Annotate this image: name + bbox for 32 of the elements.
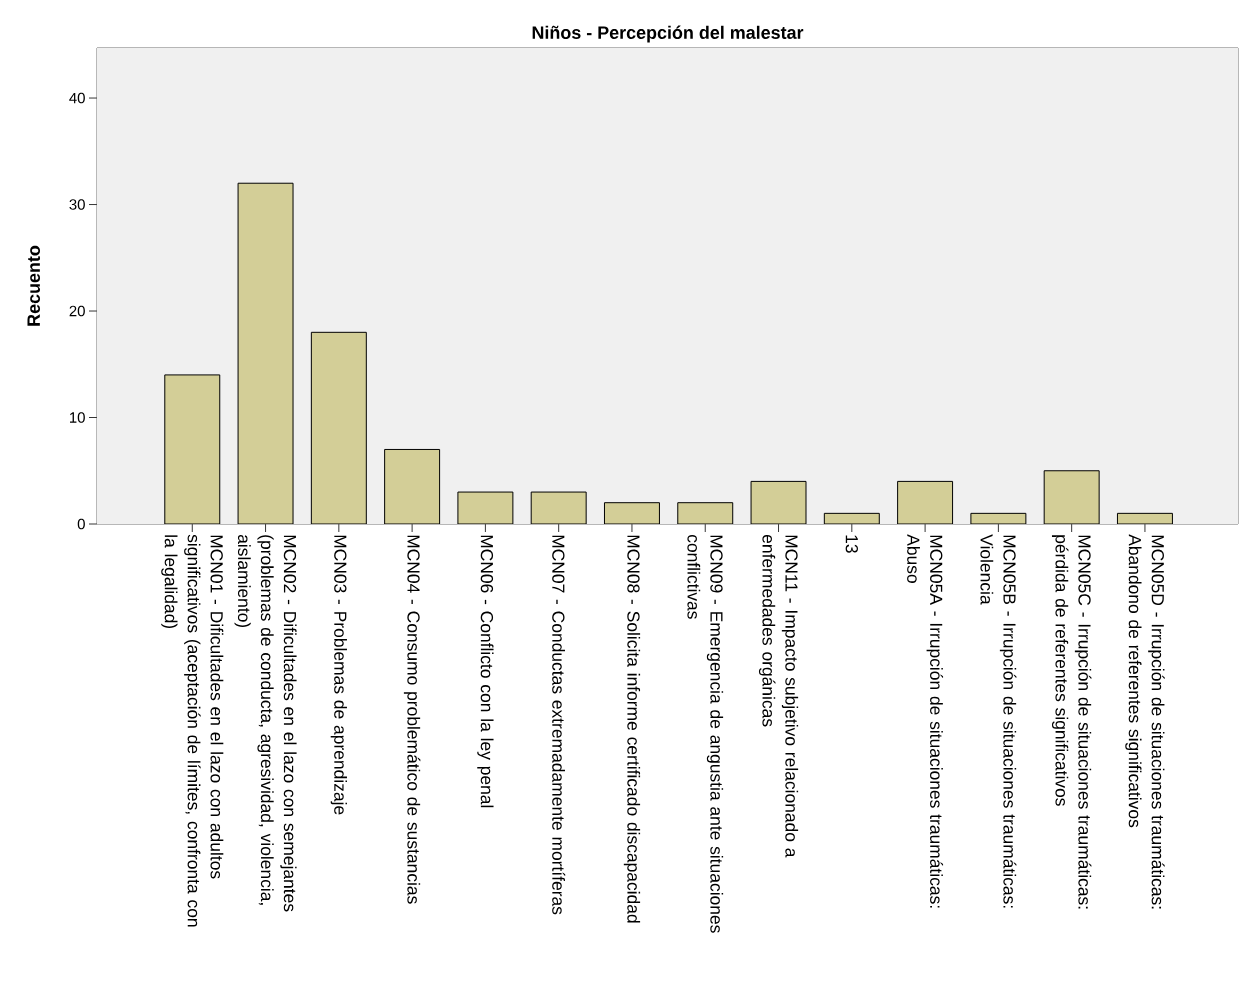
x-tick-label: MCN07 - Conductas extremadamente mortíferas — [552, 535, 566, 915]
bar — [384, 449, 440, 524]
x-tick-label: 13 — [845, 535, 858, 553]
bar — [457, 492, 513, 524]
y-tick-label: 40 — [69, 92, 85, 104]
bar — [897, 481, 953, 524]
x-tick-label: MCN05C - Irrupción de situaciones traumáticas: pérdida de referentes significativos — [1051, 535, 1092, 909]
x-tick-label: MCN01 - Dificultades en el lazo con adultos significativos (aceptación de límites, confronta con la legalidad) — [161, 534, 224, 927]
bar — [1044, 470, 1100, 524]
x-tick-label: MCN06 - Conflicto con la ley penal — [477, 535, 494, 808]
chart-title: Niños - Percepción del malestar — [532, 25, 804, 43]
x-tick-label: MCN03 - Problemas de aprendizaje — [330, 535, 347, 815]
x-tick-label: MCN11 - Impacto subjetivo relacionado a enfermedades orgánicas — [758, 534, 799, 858]
y-axis-title: Recuento — [27, 245, 41, 326]
x-tick-label: MCN02 - Dificultades en el lazo con semejantes (problemas de conducta, agresividad, violencia, aislamiento) — [234, 534, 297, 912]
x-tick-label: MCN08 - Solicita informe certificado discapacidad — [623, 535, 641, 923]
x-tick-label: MCN05B - Irrupción de situaciones traumáticas: Violencia — [980, 534, 1017, 908]
bar — [164, 374, 220, 524]
y-tick-label: 10 — [70, 412, 85, 423]
bar — [751, 481, 807, 524]
bar — [311, 332, 367, 524]
bar — [238, 183, 294, 524]
bar — [677, 502, 733, 524]
y-tick-label: 20 — [69, 305, 85, 317]
y-tick-label: 30 — [69, 199, 85, 210]
y-tick-label: 0 — [77, 518, 85, 530]
bar — [531, 492, 587, 524]
x-tick-label: MCN04 - Consumo problemático de sustancias — [403, 535, 421, 904]
x-tick-label: MCN05D - Irrupción de situaciones traumáticas: Abandono de referentes significativos — [1125, 534, 1165, 909]
bar — [604, 502, 660, 524]
x-tick-label: MCN05A - Irrupción de situaciones traumáticas: Abuso — [907, 534, 944, 908]
x-tick-label: MCN09 - Emergencia de angustia ante situaciones conflictivas — [687, 534, 724, 933]
